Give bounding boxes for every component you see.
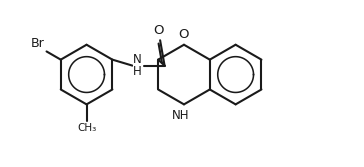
- Text: CH₃: CH₃: [77, 123, 96, 133]
- Text: NH: NH: [172, 109, 190, 122]
- Text: O: O: [153, 24, 164, 37]
- Text: Br: Br: [31, 37, 44, 50]
- Text: O: O: [179, 28, 189, 41]
- Text: N
H: N H: [133, 53, 142, 78]
